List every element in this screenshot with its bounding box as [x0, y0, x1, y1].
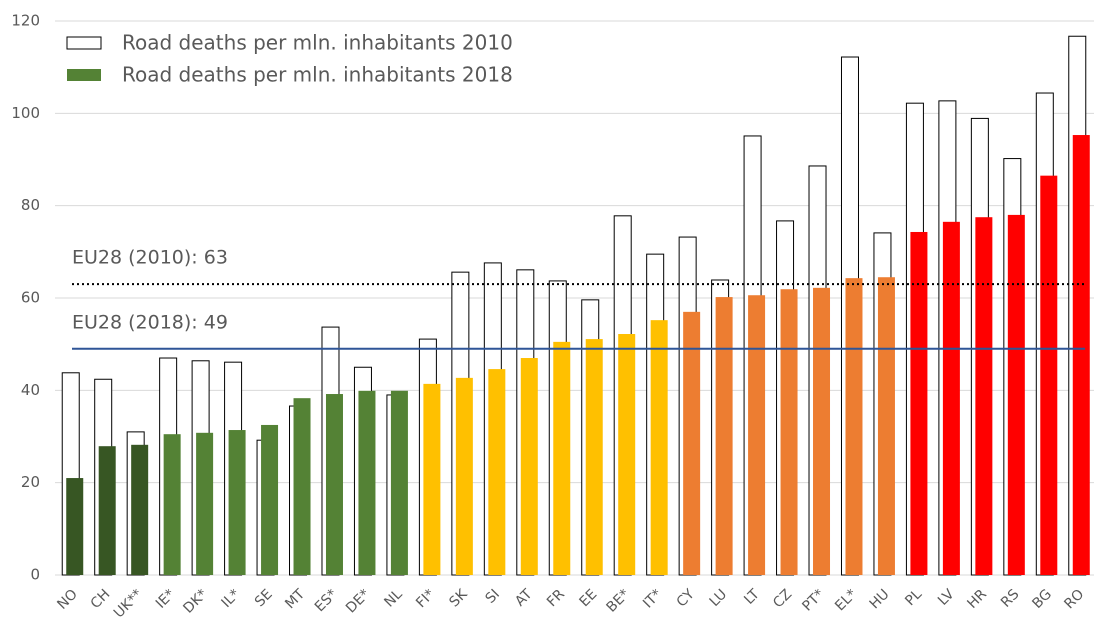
bar-2018 [942, 221, 960, 575]
bar-2018 [163, 434, 181, 575]
x-tick-label: LT [741, 586, 763, 608]
bar-2018 [813, 287, 831, 575]
bar-2018 [877, 277, 895, 575]
bar-2018 [553, 341, 571, 575]
bar-2018 [780, 289, 798, 575]
x-tick-label: HU [867, 586, 893, 612]
x-tick-label: SK [446, 586, 471, 611]
x-tick-label: RS [998, 586, 1023, 611]
y-tick-label: 0 [30, 566, 40, 584]
x-tick-label: NO [54, 586, 81, 613]
x-tick-label: CZ [770, 586, 795, 611]
bar-2018 [131, 444, 149, 575]
bar-2018 [585, 339, 603, 575]
x-tick-label: SI [482, 586, 503, 607]
y-tick-label: 100 [11, 104, 40, 122]
y-tick-label: 80 [21, 196, 40, 214]
x-tick-label: PL [902, 586, 925, 609]
bar-2018 [845, 278, 863, 575]
bar-2018 [715, 297, 733, 575]
bar-2018 [1072, 135, 1090, 575]
bar-2018 [196, 432, 214, 575]
x-tick-label: MT [282, 586, 308, 612]
x-tick-label: IT* [640, 586, 665, 611]
x-tick-label: FR [544, 586, 568, 610]
bar-2018 [228, 430, 246, 575]
bar-2018 [975, 217, 993, 576]
bar-2018 [1040, 175, 1058, 576]
bar-2018 [1007, 214, 1025, 575]
x-tick-label: DE* [343, 586, 373, 616]
bar-2018 [261, 424, 279, 575]
x-tick-label: AT [512, 586, 536, 610]
legend-label: Road deaths per mln. inhabitants 2010 [122, 31, 513, 55]
bar-2018 [325, 394, 343, 575]
x-tick-label: DK* [180, 586, 210, 616]
x-tick-label: UK** [111, 586, 146, 621]
x-tick-label: LU [707, 586, 731, 610]
legend-label: Road deaths per mln. inhabitants 2018 [122, 63, 513, 87]
x-tick-label: RO [1061, 586, 1087, 612]
y-tick-label: 20 [21, 473, 40, 491]
bar-2018 [98, 446, 116, 575]
bar-2018 [748, 295, 766, 575]
bar-2018 [66, 478, 84, 575]
bar-2018 [358, 390, 376, 575]
x-tick-label: LV [935, 586, 958, 609]
bar-2018 [488, 369, 506, 575]
x-tick-label: CY [674, 586, 698, 610]
bar-2018 [650, 320, 668, 575]
y-tick-label: 120 [11, 12, 40, 30]
bar-2018 [683, 311, 701, 575]
y-tick-label: 60 [21, 289, 40, 307]
bar-2018 [520, 358, 538, 575]
x-tick-label: IL* [219, 586, 244, 611]
x-tick-label: FI* [413, 586, 438, 611]
bar-2018 [618, 334, 636, 575]
bar-2018 [390, 390, 408, 575]
y-tick-label: 40 [21, 381, 40, 399]
legend-swatch [67, 69, 101, 81]
x-tick-label: BE* [604, 586, 633, 615]
x-tick-label: NL [381, 586, 405, 610]
x-tick-label: EL* [832, 586, 860, 614]
x-tick-label: CH [88, 586, 114, 612]
legend-swatch [66, 36, 102, 50]
bar-2018 [293, 398, 311, 575]
bar-2018 [455, 377, 473, 575]
x-tick-label: EE [577, 586, 601, 610]
x-tick-label: SE [252, 586, 276, 610]
x-tick-label: IE* [153, 586, 178, 611]
x-tick-label: HR [964, 586, 990, 612]
x-tick-label: BG [1029, 586, 1055, 612]
x-tick-label: PT* [799, 586, 827, 614]
reference-label: EU28 (2018): 49 [72, 311, 228, 333]
reference-label: EU28 (2010): 63 [72, 247, 228, 269]
bar-2018 [910, 231, 928, 575]
bar-2018 [423, 383, 441, 575]
x-tick-label: ES* [312, 586, 341, 615]
